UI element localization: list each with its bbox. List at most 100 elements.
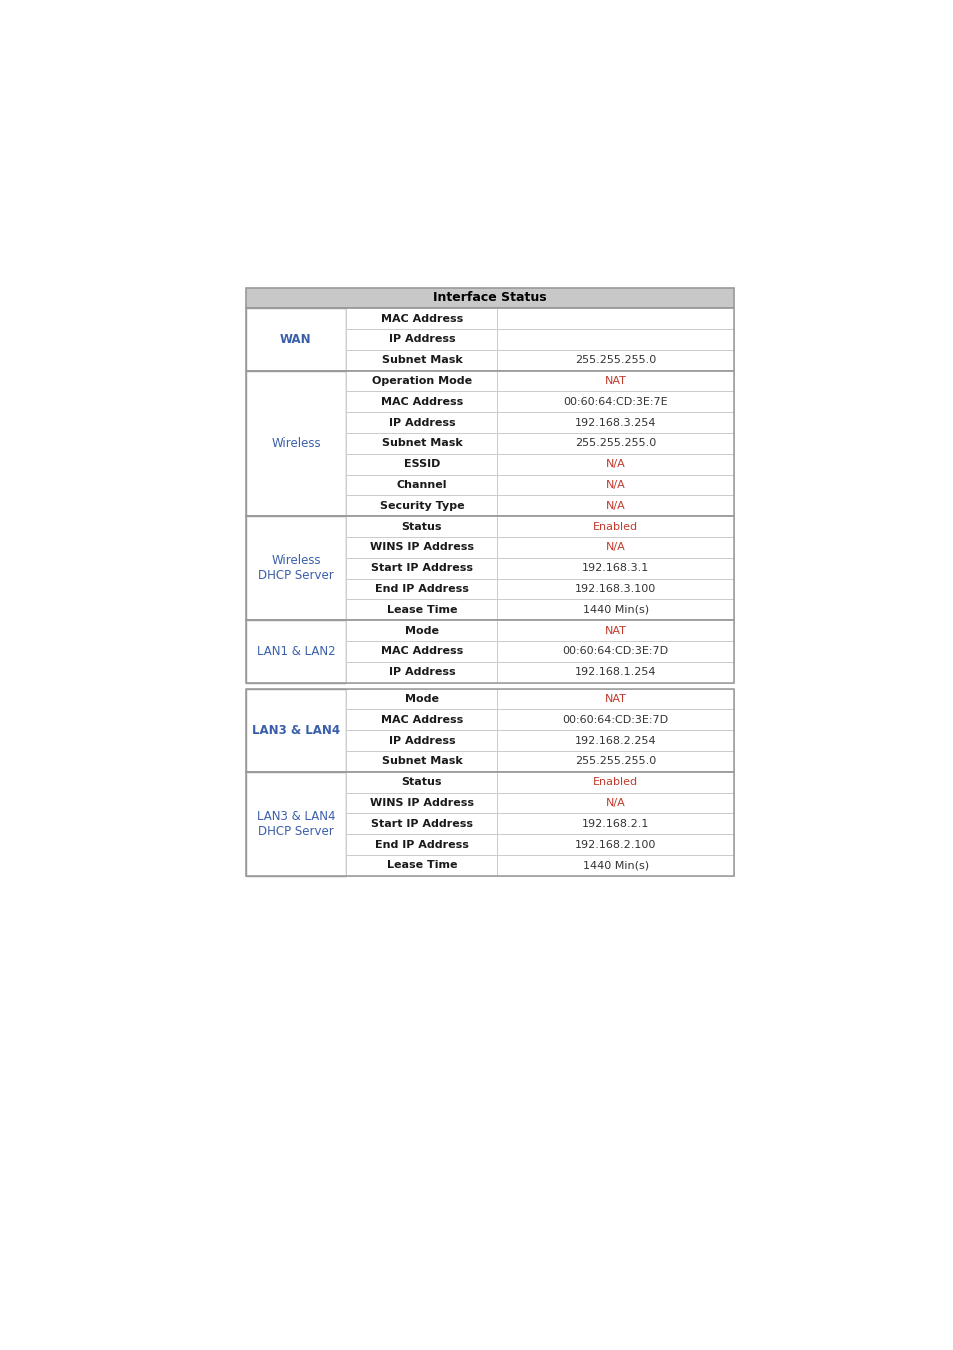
Bar <box>497 579 733 599</box>
Text: Enabled: Enabled <box>593 521 638 532</box>
Text: NAT: NAT <box>604 625 626 636</box>
Bar <box>346 350 497 371</box>
Bar <box>346 792 497 814</box>
Bar <box>346 308 497 329</box>
Text: WINS IP Address: WINS IP Address <box>370 798 474 809</box>
Bar <box>346 688 497 710</box>
Bar <box>497 350 733 371</box>
Text: IP Address: IP Address <box>388 736 455 745</box>
Bar <box>497 688 733 710</box>
Bar <box>497 392 733 412</box>
Text: MAC Address: MAC Address <box>380 313 462 324</box>
Text: IP Address: IP Address <box>388 667 455 678</box>
Bar <box>245 772 346 876</box>
Text: Lease Time: Lease Time <box>386 860 456 871</box>
Text: 255.255.255.0: 255.255.255.0 <box>575 439 656 448</box>
Text: 00:60:64:CD:3E:7D: 00:60:64:CD:3E:7D <box>562 716 668 725</box>
Bar <box>497 772 733 792</box>
Text: LAN3 & LAN4
DHCP Server: LAN3 & LAN4 DHCP Server <box>256 810 335 838</box>
Text: Wireless
DHCP Server: Wireless DHCP Server <box>258 555 334 582</box>
Bar <box>346 516 497 537</box>
Bar <box>497 412 733 433</box>
Text: MAC Address: MAC Address <box>380 716 462 725</box>
Bar <box>497 814 733 834</box>
Text: Wireless: Wireless <box>271 437 320 450</box>
Text: 1440 Min(s): 1440 Min(s) <box>582 605 648 614</box>
Bar <box>497 537 733 558</box>
Bar <box>346 412 497 433</box>
Bar <box>497 371 733 392</box>
Bar <box>497 620 733 641</box>
Bar <box>245 308 346 371</box>
Text: End IP Address: End IP Address <box>375 840 468 849</box>
Bar <box>346 751 497 772</box>
Bar <box>245 772 733 876</box>
Text: Interface Status: Interface Status <box>433 292 546 304</box>
Text: Operation Mode: Operation Mode <box>372 377 472 386</box>
Bar <box>497 599 733 620</box>
Text: 192.168.2.254: 192.168.2.254 <box>575 736 656 745</box>
Bar <box>346 433 497 454</box>
Bar <box>346 558 497 579</box>
Text: Security Type: Security Type <box>379 501 464 510</box>
Bar <box>346 329 497 350</box>
Text: LAN1 & LAN2: LAN1 & LAN2 <box>256 645 335 657</box>
Bar <box>346 537 497 558</box>
Bar <box>497 855 733 876</box>
Bar <box>497 329 733 350</box>
Text: WAN: WAN <box>280 333 312 346</box>
Text: Status: Status <box>401 778 441 787</box>
Text: MAC Address: MAC Address <box>380 397 462 406</box>
Text: N/A: N/A <box>605 543 625 552</box>
Text: Lease Time: Lease Time <box>386 605 456 614</box>
Bar <box>497 454 733 475</box>
Bar <box>346 475 497 495</box>
Text: Status: Status <box>401 521 441 532</box>
Text: 255.255.255.0: 255.255.255.0 <box>575 756 656 767</box>
Bar <box>497 495 733 516</box>
Text: 192.168.2.100: 192.168.2.100 <box>575 840 656 849</box>
Bar <box>346 620 497 641</box>
Bar <box>497 308 733 329</box>
Bar <box>346 599 497 620</box>
Text: Mode: Mode <box>404 625 438 636</box>
Text: LAN3 & LAN4: LAN3 & LAN4 <box>252 724 339 737</box>
Bar <box>245 371 346 516</box>
Bar <box>245 516 346 620</box>
Bar <box>245 620 733 683</box>
Bar <box>497 516 733 537</box>
Bar <box>497 558 733 579</box>
Text: Start IP Address: Start IP Address <box>371 563 473 574</box>
Text: IP Address: IP Address <box>388 335 455 344</box>
Bar <box>346 371 497 392</box>
Bar <box>346 454 497 475</box>
Text: Subnet Mask: Subnet Mask <box>381 355 462 366</box>
Bar <box>346 710 497 730</box>
Bar <box>346 814 497 834</box>
Text: NAT: NAT <box>604 694 626 705</box>
Text: ESSID: ESSID <box>403 459 439 470</box>
Bar <box>497 433 733 454</box>
Text: WINS IP Address: WINS IP Address <box>370 543 474 552</box>
Text: NAT: NAT <box>604 377 626 386</box>
Bar <box>346 730 497 751</box>
Bar <box>346 662 497 683</box>
Text: 192.168.3.1: 192.168.3.1 <box>581 563 649 574</box>
Bar <box>346 392 497 412</box>
Text: Start IP Address: Start IP Address <box>371 819 473 829</box>
Bar <box>346 641 497 662</box>
Bar <box>346 855 497 876</box>
Bar <box>497 475 733 495</box>
Text: N/A: N/A <box>605 798 625 809</box>
Bar <box>346 579 497 599</box>
Bar <box>497 792 733 814</box>
Text: MAC Address: MAC Address <box>380 647 462 656</box>
Bar <box>245 288 733 308</box>
Bar <box>497 751 733 772</box>
Text: Subnet Mask: Subnet Mask <box>381 756 462 767</box>
Text: Subnet Mask: Subnet Mask <box>381 439 462 448</box>
Text: N/A: N/A <box>605 459 625 470</box>
Bar <box>497 662 733 683</box>
Bar <box>245 371 733 516</box>
Bar <box>245 688 733 772</box>
